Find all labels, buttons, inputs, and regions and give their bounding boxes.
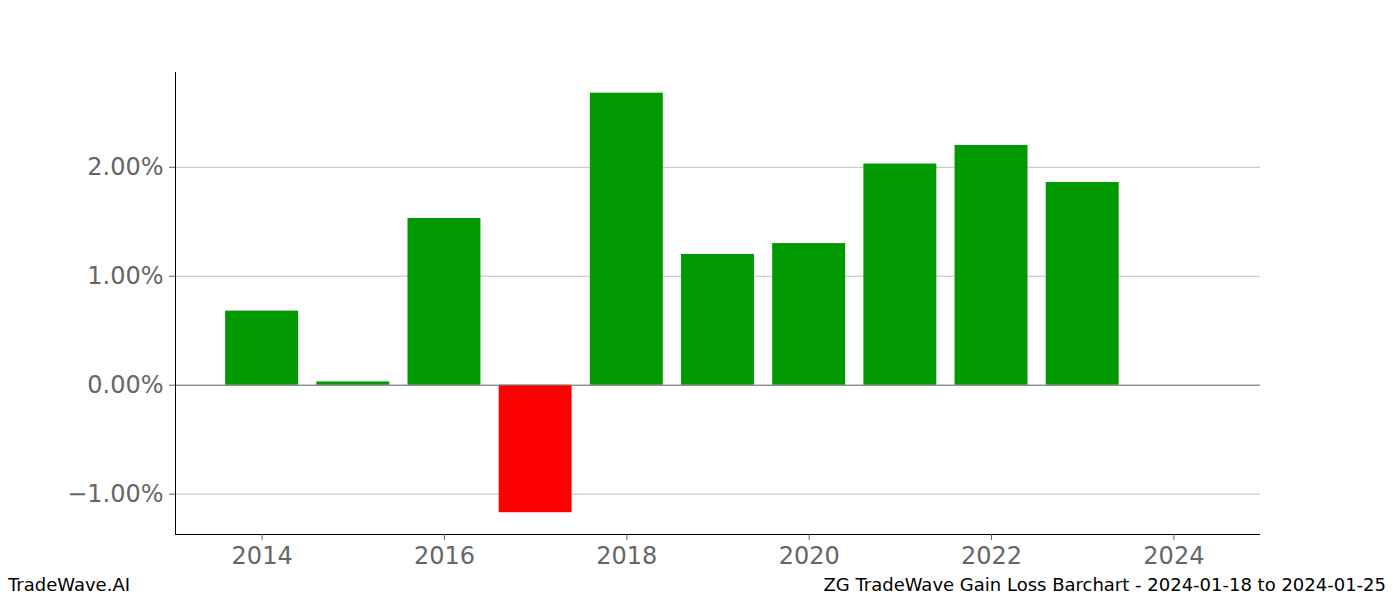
svg-text:2014: 2014 (232, 542, 293, 570)
svg-text:0.00%: 0.00% (87, 371, 163, 399)
svg-text:1.00%: 1.00% (87, 262, 163, 290)
svg-text:2.00%: 2.00% (87, 153, 163, 181)
svg-text:2020: 2020 (779, 542, 840, 570)
svg-text:2022: 2022 (961, 542, 1022, 570)
svg-text:2024: 2024 (1143, 542, 1204, 570)
html-text:TradeWave.AI: TradeWave.AI (8, 574, 130, 595)
svg-text:2018: 2018 (596, 542, 657, 570)
svg-text:2016: 2016 (414, 542, 475, 570)
html-text:ZG TradeWave Gain Loss Barchar: ZG TradeWave Gain Loss Barchart - 2024-0… (823, 574, 1386, 595)
svg-text:−1.00%: −1.00% (67, 480, 163, 508)
